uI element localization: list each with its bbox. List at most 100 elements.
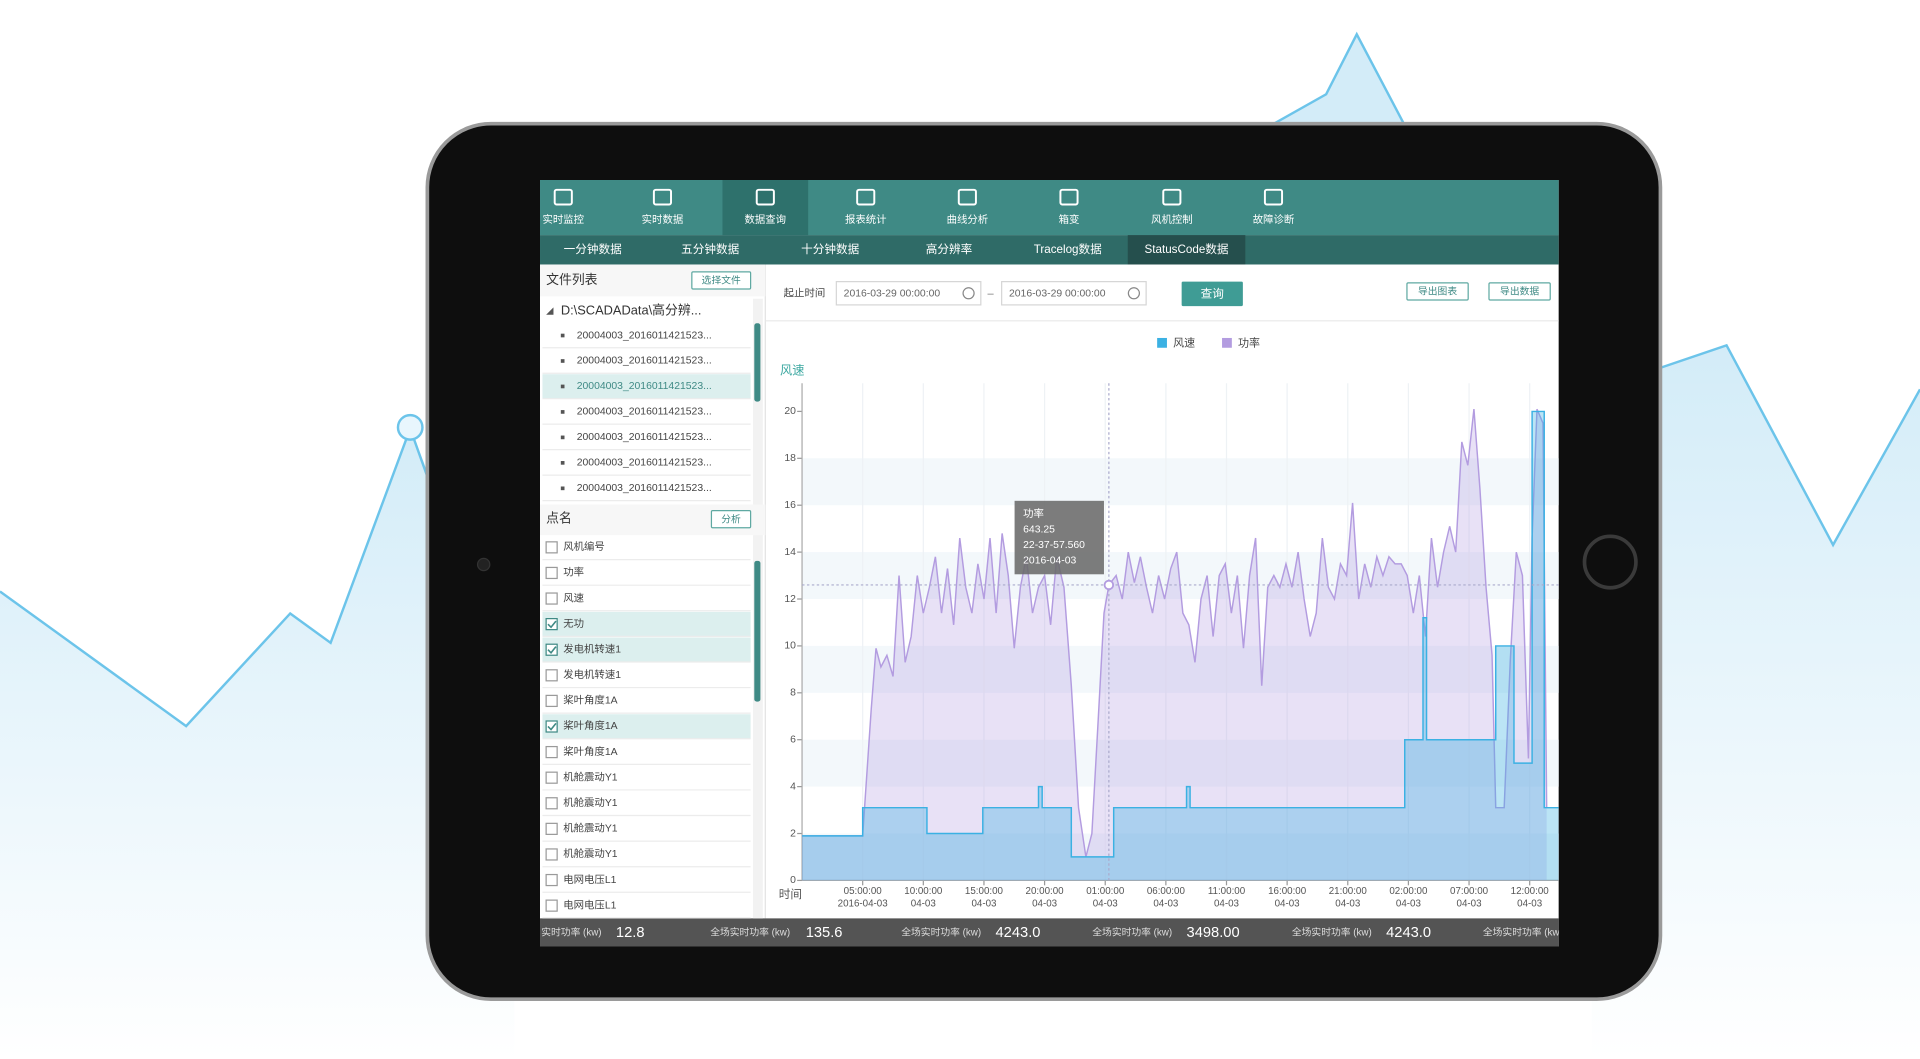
- checkbox[interactable]: [545, 848, 558, 861]
- file-item[interactable]: 20004003_2016011421523...: [577, 458, 712, 469]
- x-axis-label: 时间: [779, 888, 802, 901]
- point-item[interactable]: 风机编号: [563, 540, 605, 553]
- check-mark: [547, 620, 557, 629]
- checkbox[interactable]: [545, 720, 558, 733]
- checkbox[interactable]: [545, 771, 558, 784]
- file-item[interactable]: 20004003_2016011421523...: [577, 407, 712, 418]
- button-label[interactable]: 导出图表: [1418, 285, 1457, 298]
- series-line: [802, 410, 1559, 858]
- point-item[interactable]: 机舱震动Y1: [563, 822, 617, 835]
- nav-icon[interactable]: [1162, 188, 1182, 206]
- point-item[interactable]: 桨叶角度1A: [563, 745, 617, 758]
- nav-label[interactable]: 数据查询: [745, 213, 787, 226]
- nav-label[interactable]: 报表统计: [845, 213, 887, 226]
- point-item[interactable]: 桨叶角度1A: [563, 694, 617, 707]
- nav-icon[interactable]: [856, 188, 876, 206]
- point-item[interactable]: 机舱震动Y1: [563, 770, 617, 783]
- bullet: [560, 384, 565, 389]
- legend-swatch[interactable]: [1222, 337, 1232, 348]
- legend-label[interactable]: 风速: [1173, 336, 1195, 349]
- y-tick-label: 12: [784, 594, 796, 605]
- tree-root: D:\SCADAData\高分辨...: [561, 302, 702, 317]
- point-item[interactable]: 桨叶角度1A: [563, 719, 617, 732]
- nav-icon[interactable]: [957, 188, 977, 206]
- tab-label[interactable]: 高分辨率: [926, 242, 973, 256]
- scroll-thumb[interactable]: [754, 323, 761, 402]
- checkbox[interactable]: [545, 899, 558, 912]
- point-item[interactable]: 功率: [563, 566, 584, 579]
- x-tick-label: 06:00:00: [1147, 886, 1186, 897]
- legend-swatch[interactable]: [1157, 337, 1167, 348]
- scroll-thumb[interactable]: [754, 560, 761, 702]
- point-item[interactable]: 机舱震动Y1: [563, 796, 617, 809]
- checkbox[interactable]: [545, 822, 558, 835]
- checkbox[interactable]: [545, 541, 558, 554]
- checkbox[interactable]: [545, 643, 558, 656]
- tab-label[interactable]: 一分钟数据: [564, 242, 623, 256]
- x-tick-date: 04-03: [1153, 898, 1179, 909]
- nav-icon[interactable]: [1059, 188, 1079, 206]
- checkbox[interactable]: [545, 669, 558, 682]
- home-button[interactable]: [1582, 534, 1638, 590]
- checkbox[interactable]: [545, 797, 558, 810]
- file-item[interactable]: 20004003_2016011421523...: [577, 432, 712, 443]
- point-item[interactable]: 机舱震动Y1: [563, 847, 617, 860]
- point-item[interactable]: 发电机转速1: [563, 668, 621, 681]
- tooltip-line: 22-37-57.560: [1023, 540, 1085, 551]
- checkbox[interactable]: [545, 745, 558, 759]
- nav-label[interactable]: 故障诊断: [1253, 213, 1295, 226]
- separator: –: [988, 288, 995, 300]
- point-item[interactable]: 电网电压L1: [563, 898, 616, 911]
- button[interactable]: [710, 510, 752, 529]
- y-tick-label: 14: [784, 547, 796, 558]
- point-item[interactable]: 发电机转速1: [563, 642, 621, 655]
- x-tick-label: 20:00:00: [1026, 886, 1065, 897]
- query-button[interactable]: [1181, 281, 1243, 307]
- checkbox[interactable]: [545, 694, 558, 708]
- button[interactable]: [1488, 282, 1551, 301]
- tooltip-point: [1103, 579, 1115, 591]
- toolbar-label: 起止时间: [784, 287, 826, 300]
- nav-active: [722, 180, 809, 236]
- nav-icon[interactable]: [1263, 188, 1284, 206]
- checkbox[interactable]: [545, 873, 558, 887]
- checkbox[interactable]: [545, 618, 558, 631]
- checkbox[interactable]: [545, 566, 558, 580]
- date-input[interactable]: [835, 281, 982, 306]
- point-item[interactable]: 无功: [563, 618, 584, 630]
- button-label[interactable]: 分析: [721, 512, 741, 525]
- file-item[interactable]: 20004003_2016011421523...: [577, 356, 712, 367]
- y-tick-label: 10: [784, 641, 796, 652]
- y-tick-label: 20: [784, 406, 796, 417]
- file-item[interactable]: 20004003_2016011421523...: [577, 483, 712, 494]
- tab-label[interactable]: StatusCode数据: [1145, 242, 1229, 256]
- nav-label[interactable]: 风机控制: [1151, 213, 1193, 226]
- nav-label[interactable]: 箱变: [1059, 213, 1080, 226]
- point-item[interactable]: 电网电压L1: [563, 873, 616, 886]
- query-label[interactable]: 查询: [1201, 287, 1224, 301]
- x-tick-date: 04-03: [971, 898, 997, 909]
- tab-label[interactable]: 十分钟数据: [801, 242, 860, 256]
- bg-mountain: [1591, 345, 1920, 1059]
- x-tick-date: 04-03: [1214, 898, 1240, 909]
- nav-icon[interactable]: [652, 188, 673, 206]
- button-label[interactable]: 选择文件: [702, 274, 741, 287]
- tree-arrow: [546, 307, 554, 315]
- legend-label[interactable]: 功率: [1238, 335, 1260, 349]
- nav-label[interactable]: 实时监控: [542, 213, 584, 226]
- nav-icon[interactable]: [553, 188, 573, 206]
- button[interactable]: [691, 271, 752, 290]
- button-label[interactable]: 导出数据: [1500, 285, 1539, 298]
- tab-label[interactable]: Tracelog数据: [1034, 242, 1102, 256]
- button[interactable]: [1406, 282, 1469, 301]
- bg-dot: [396, 413, 424, 441]
- nav-label[interactable]: 曲线分析: [947, 213, 989, 226]
- tab-label[interactable]: 五分钟数据: [681, 242, 740, 256]
- point-item[interactable]: 风速: [563, 592, 584, 604]
- nav-icon[interactable]: [755, 188, 775, 206]
- file-item[interactable]: 20004003_2016011421523...: [577, 381, 712, 392]
- file-item[interactable]: 20004003_2016011421523...: [577, 330, 712, 341]
- nav-label[interactable]: 实时数据: [642, 213, 684, 226]
- date-input[interactable]: [1001, 281, 1147, 306]
- checkbox[interactable]: [545, 592, 558, 605]
